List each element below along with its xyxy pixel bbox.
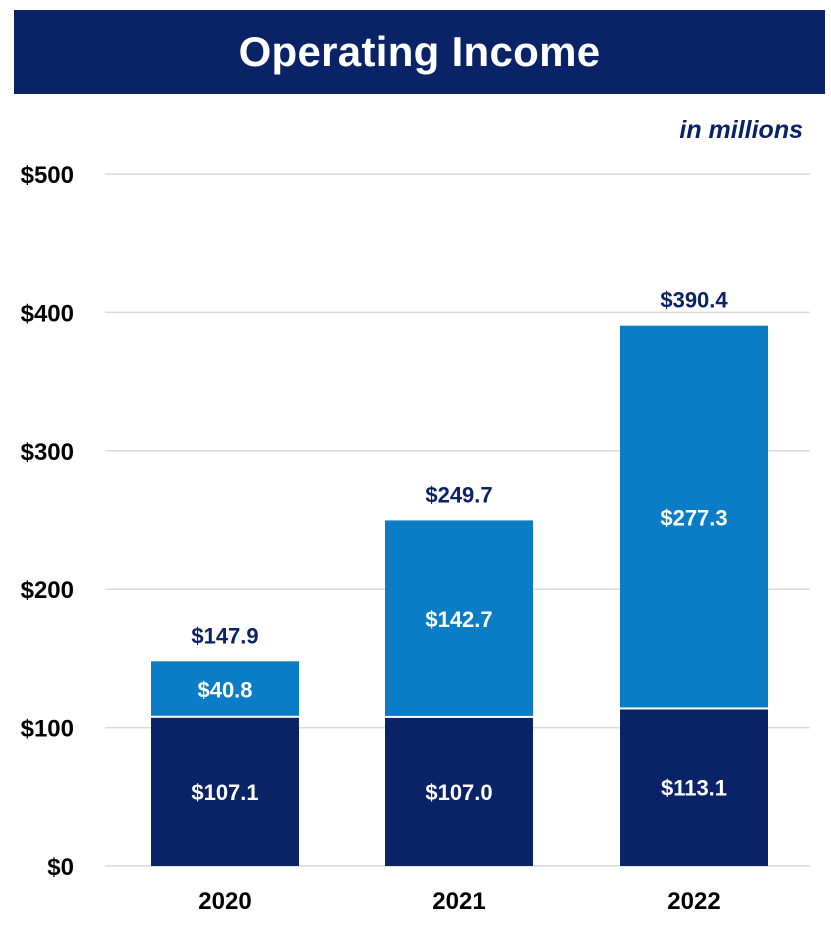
y-tick-label: $0 [47,854,74,881]
segment-value-label: $277.3 [660,506,727,531]
bar-segment [151,661,299,716]
x-category-label: 2021 [432,888,485,915]
bar-segment [385,717,533,866]
y-tick-label: $200 [21,577,74,604]
segment-value-label: $107.0 [425,780,492,805]
x-category-label: 2020 [198,888,251,915]
total-value-label: $147.9 [191,623,258,648]
bar-segment [620,709,768,866]
total-value-label: $249.7 [425,482,492,507]
segment-value-label: $113.1 [661,776,727,801]
y-tick-label: $500 [21,162,74,189]
y-tick-label: $100 [21,716,74,743]
total-value-label: $390.4 [660,288,728,313]
chart-title: Operating Income [238,28,601,75]
y-tick-label: $400 [21,300,74,327]
segment-value-label: $142.7 [425,607,492,632]
bar-segment [151,717,299,866]
x-category-label: 2022 [667,888,720,915]
title-bar: Operating Income [14,10,825,94]
segment-value-label: $107.1 [191,780,258,805]
unit-note: in millions [679,116,803,144]
bar-segment [620,325,768,708]
y-tick-label: $300 [21,439,74,466]
bar-segment [385,520,533,716]
segment-value-label: $40.8 [197,678,252,703]
